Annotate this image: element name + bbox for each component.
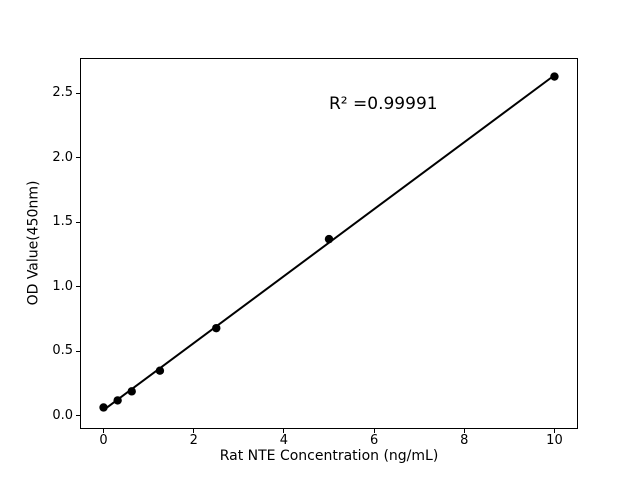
- y-tick-label: 1.5: [52, 214, 73, 230]
- data-point: [99, 403, 108, 412]
- x-tick-mark: [463, 429, 465, 433]
- x-tick-mark: [103, 429, 105, 433]
- plot-canvas: [99, 72, 559, 412]
- x-tick-label: 2: [189, 433, 198, 448]
- y-tick-label: 2.0: [52, 149, 73, 165]
- y-tick-label: 0.0: [52, 407, 73, 423]
- data-point: [550, 72, 559, 81]
- r-squared-annotation: R² =0.99991: [329, 93, 438, 114]
- y-tick-mark: [76, 221, 80, 223]
- x-tick-mark: [193, 429, 195, 433]
- data-point: [155, 366, 165, 375]
- x-tick-label: 0: [99, 433, 108, 448]
- data-point: [324, 234, 334, 244]
- plot-area: [80, 58, 578, 429]
- data-point: [212, 323, 221, 333]
- x-tick-mark: [553, 429, 555, 433]
- y-tick-mark: [76, 157, 80, 159]
- x-tick-label: 8: [460, 433, 469, 448]
- x-tick-label: 10: [546, 433, 563, 448]
- x-tick-mark: [373, 429, 375, 433]
- x-axis-label: Rat NTE Concentration (ng/mL): [219, 448, 439, 464]
- data-point: [127, 387, 136, 396]
- y-tick-mark: [76, 350, 80, 352]
- y-tick-mark: [76, 415, 80, 417]
- y-tick-mark: [76, 286, 80, 288]
- x-tick-label: 6: [369, 433, 379, 448]
- y-tick-label: 0.5: [52, 343, 73, 359]
- x-tick-mark: [283, 429, 285, 433]
- y-tick-mark: [76, 92, 80, 94]
- y-tick-label: 1.0: [52, 278, 73, 294]
- y-tick-label: 2.5: [52, 85, 73, 101]
- data-point: [113, 396, 122, 405]
- x-tick-label: 4: [279, 433, 289, 448]
